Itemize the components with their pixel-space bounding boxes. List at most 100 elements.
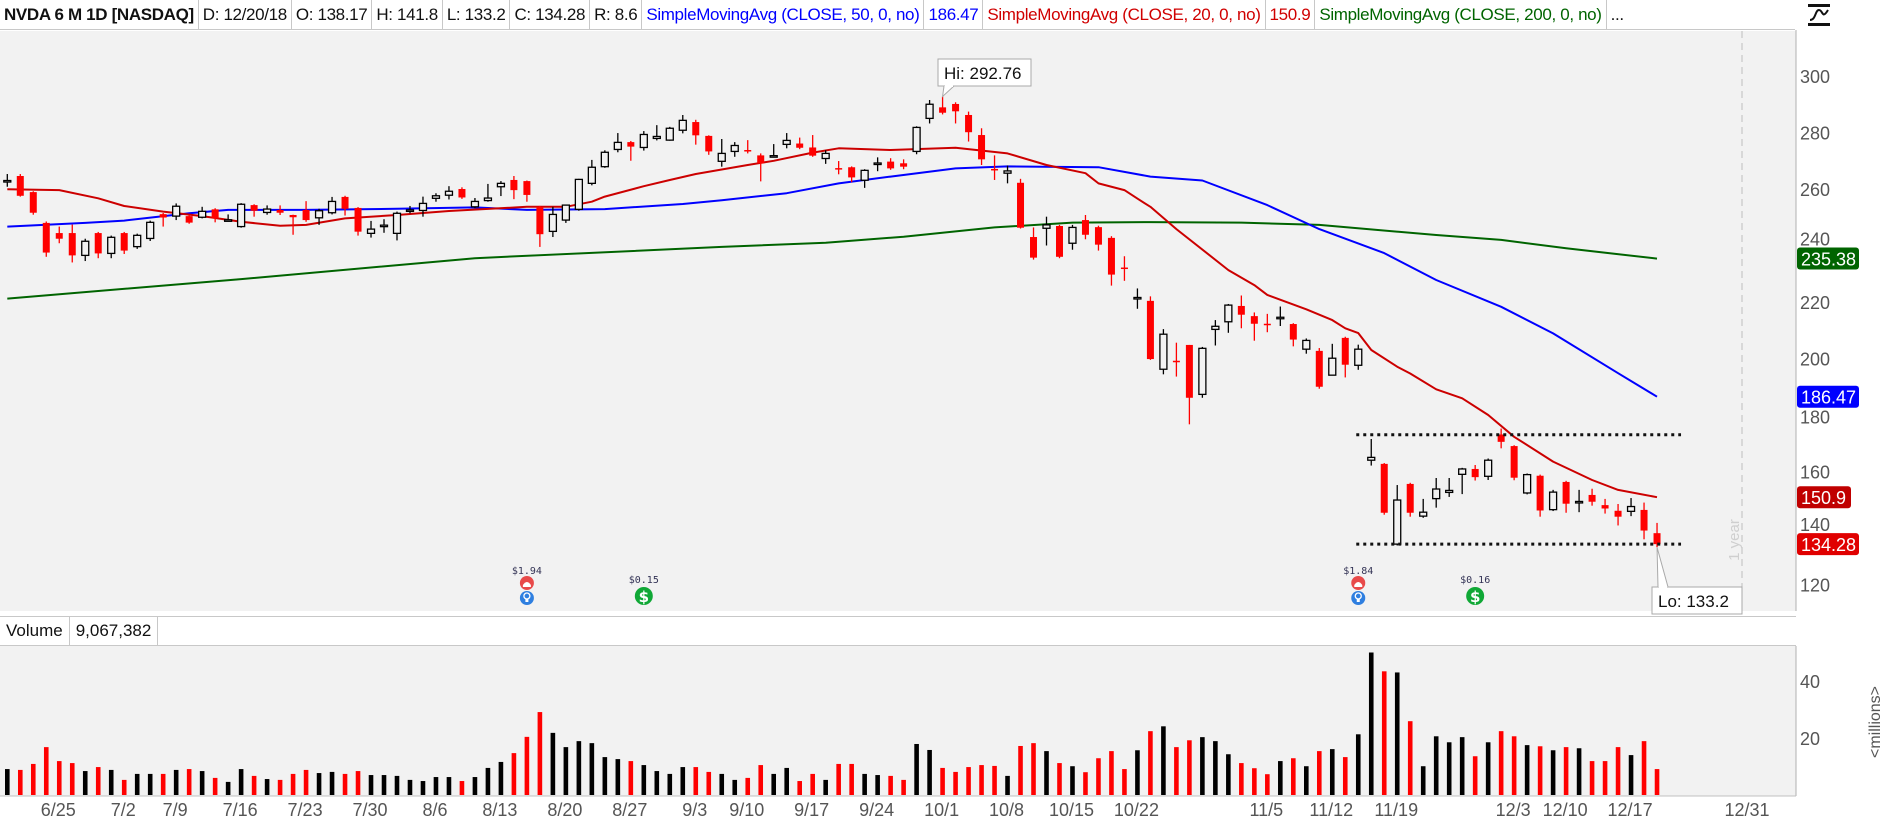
volume-bar[interactable]: [1368, 652, 1374, 796]
candle[interactable]: [327, 196, 337, 215]
volume-bar[interactable]: [667, 773, 673, 795]
candle[interactable]: [757, 153, 765, 182]
volume-bar[interactable]: [498, 761, 504, 795]
candle[interactable]: [81, 238, 90, 262]
dollar-icon[interactable]: $: [634, 587, 653, 606]
candle[interactable]: [1094, 225, 1102, 251]
candle[interactable]: [483, 183, 493, 202]
candle[interactable]: [1522, 473, 1532, 495]
candle[interactable]: [1055, 224, 1063, 259]
candle[interactable]: [965, 111, 973, 142]
volume-bar[interactable]: [550, 732, 556, 795]
volume-bar[interactable]: [1550, 750, 1556, 795]
candle[interactable]: [548, 206, 558, 238]
volume-plot-area[interactable]: [0, 646, 1796, 796]
earnings-event-marker[interactable]: $1.84: [1343, 566, 1373, 605]
candle[interactable]: [665, 126, 674, 141]
volume-bar[interactable]: [1135, 750, 1140, 795]
candle[interactable]: [1419, 498, 1428, 518]
volume-bar[interactable]: [472, 777, 478, 795]
candle[interactable]: [1640, 502, 1648, 540]
volume-bar[interactable]: [30, 763, 36, 795]
volume-bar[interactable]: [1628, 755, 1634, 795]
volume-bar[interactable]: [1537, 746, 1543, 795]
volume-bar[interactable]: [628, 761, 634, 795]
candle[interactable]: [1224, 303, 1233, 333]
candle[interactable]: [1380, 463, 1388, 515]
volume-bar[interactable]: [1407, 721, 1413, 795]
candle[interactable]: [133, 233, 142, 249]
volume-bar[interactable]: [706, 771, 712, 795]
volume-bar[interactable]: [1446, 742, 1452, 795]
candle[interactable]: [912, 126, 921, 155]
candle[interactable]: [223, 214, 233, 222]
volume-bar[interactable]: [5, 769, 10, 795]
candle[interactable]: [1497, 428, 1505, 449]
candle[interactable]: [991, 155, 999, 180]
volume-bar[interactable]: [459, 781, 465, 795]
volume-bar[interactable]: [732, 779, 738, 795]
phone-icon[interactable]: [519, 576, 534, 590]
volume-bar[interactable]: [810, 773, 815, 795]
volume-bar[interactable]: [901, 779, 906, 795]
candle[interactable]: [1263, 313, 1271, 333]
candle[interactable]: [1237, 295, 1245, 329]
candle[interactable]: [341, 195, 349, 216]
volume-bar[interactable]: [927, 749, 932, 795]
candle[interactable]: [1445, 477, 1454, 497]
volume-bar[interactable]: [17, 769, 23, 795]
volume-bar[interactable]: [407, 779, 413, 795]
volume-bar[interactable]: [316, 773, 322, 795]
volume-bar[interactable]: [602, 757, 608, 795]
candle[interactable]: [782, 133, 791, 149]
volume-bar[interactable]: [1342, 757, 1348, 795]
candle[interactable]: [1017, 178, 1025, 229]
volume-bar[interactable]: [940, 767, 945, 795]
volume-bar[interactable]: [277, 779, 283, 795]
volume-bar[interactable]: [615, 759, 621, 795]
volume-bar[interactable]: [1070, 766, 1075, 795]
candle[interactable]: [925, 100, 934, 124]
candle[interactable]: [185, 214, 193, 224]
volume-bar[interactable]: [95, 767, 101, 795]
candle[interactable]: [1471, 465, 1479, 481]
volume-bar[interactable]: [329, 771, 335, 795]
volume-bar[interactable]: [823, 779, 828, 795]
candle[interactable]: [262, 205, 272, 215]
candle[interactable]: [860, 169, 869, 188]
volume-bar[interactable]: [745, 777, 751, 795]
more-studies-button[interactable]: ...: [1610, 5, 1624, 24]
lightbulb-icon[interactable]: [519, 591, 534, 605]
volume-bar[interactable]: [1615, 747, 1621, 795]
candle[interactable]: [1276, 306, 1285, 327]
candle[interactable]: [444, 186, 454, 200]
symbol-title[interactable]: NVDA 6 M 1D [NASDAQ]: [0, 0, 199, 29]
volume-bar[interactable]: [1602, 761, 1608, 795]
volume-bar[interactable]: [147, 773, 153, 795]
volume-bar[interactable]: [693, 767, 699, 795]
volume-bar[interactable]: [342, 773, 348, 795]
volume-bar[interactable]: [121, 779, 127, 795]
volume-bar[interactable]: [160, 773, 166, 795]
candle[interactable]: [1562, 480, 1570, 513]
candle[interactable]: [523, 180, 531, 202]
volume-bar[interactable]: [1239, 763, 1244, 795]
candle[interactable]: [627, 140, 635, 161]
candle[interactable]: [1393, 485, 1402, 546]
volume-bar[interactable]: [1511, 736, 1517, 795]
candle[interactable]: [769, 144, 778, 158]
candle[interactable]: [978, 128, 986, 165]
candle[interactable]: [1367, 439, 1376, 466]
candle[interactable]: [68, 224, 76, 263]
volume-bar[interactable]: [1161, 726, 1166, 795]
candle[interactable]: [405, 205, 415, 214]
phone-icon[interactable]: [1351, 576, 1366, 590]
candle[interactable]: [1536, 474, 1544, 517]
volume-bar[interactable]: [433, 777, 439, 795]
volume-bar[interactable]: [394, 775, 400, 795]
volume-bar[interactable]: [1381, 671, 1387, 795]
candle[interactable]: [211, 208, 219, 223]
candle[interactable]: [652, 125, 661, 141]
candle[interactable]: [1510, 445, 1518, 481]
volume-label[interactable]: Volume: [0, 617, 70, 645]
